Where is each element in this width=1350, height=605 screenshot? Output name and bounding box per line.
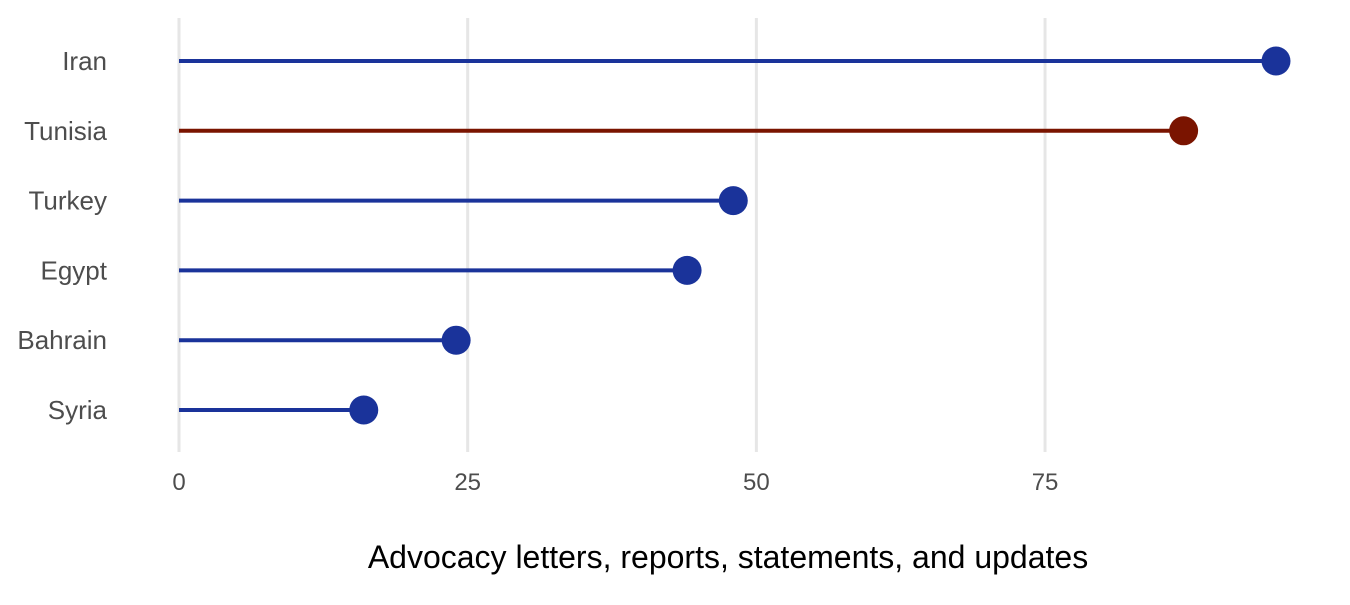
dot-turkey [718, 186, 748, 216]
y-tick-label-syria: Syria [48, 395, 108, 425]
x-tick-label: 25 [454, 469, 481, 496]
dot-tunisia [1169, 116, 1199, 146]
y-tick-label-bahrain: Bahrain [17, 325, 107, 355]
lollipop-dots [349, 46, 1291, 425]
y-tick-label-egypt: Egypt [41, 255, 108, 285]
dot-syria [349, 395, 379, 425]
y-tick-label-turkey: Turkey [29, 186, 108, 216]
y-tick-label-iran: Iran [62, 46, 107, 76]
y-tick-label-tunisia: Tunisia [24, 116, 107, 146]
x-axis-title: Advocacy letters, reports, statements, a… [368, 539, 1088, 575]
x-tick-label: 0 [172, 469, 185, 496]
y-axis-tick-labels: Iran Tunisia Turkey Egypt Bahrain Syria [17, 46, 107, 425]
dot-egypt [672, 255, 702, 285]
lollipop-stems [179, 59, 1276, 412]
gridlines [177, 18, 1047, 452]
dot-iran [1261, 46, 1291, 76]
x-tick-label: 75 [1032, 469, 1059, 496]
x-tick-label: 50 [743, 469, 770, 496]
dot-bahrain [441, 325, 471, 355]
x-axis-tick-labels: 0 25 50 75 [172, 469, 1058, 496]
